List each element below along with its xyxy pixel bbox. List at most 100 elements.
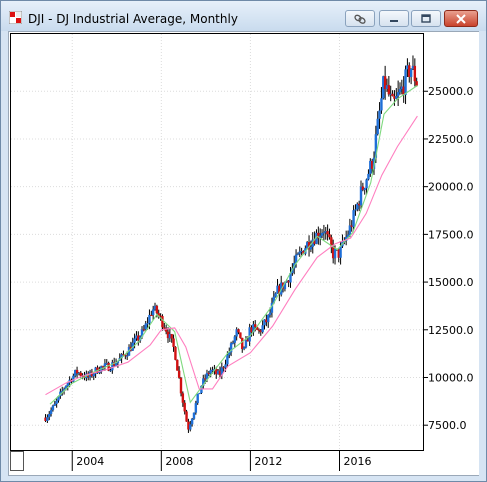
candle-down (75, 369, 79, 374)
candle-down (150, 314, 153, 316)
y-tick-label: 25000.0 (428, 85, 474, 98)
candle-up (365, 179, 368, 189)
candle-down (250, 327, 253, 333)
moving-average-long (45, 115, 418, 396)
candle-down (241, 337, 244, 350)
candle-down (393, 96, 396, 99)
candle-up (220, 367, 224, 376)
candle-up (398, 89, 402, 93)
candle-down (328, 234, 331, 238)
link-button[interactable] (345, 10, 375, 27)
candle-down (278, 285, 281, 295)
candle-down (350, 225, 353, 227)
candle-up (248, 327, 251, 342)
candle-up (344, 236, 348, 241)
candle-down (302, 250, 305, 254)
candle-down (179, 377, 183, 394)
candle-down (203, 378, 207, 380)
candle-down (391, 93, 394, 97)
candle-down (257, 329, 261, 331)
candle-up (140, 329, 144, 337)
candle-up (324, 231, 327, 233)
candle-up (400, 86, 404, 90)
candle-down (415, 81, 418, 86)
candle-up (252, 324, 255, 333)
candle-up (198, 392, 201, 395)
close-button[interactable] (444, 10, 478, 27)
maximize-button[interactable] (411, 10, 441, 27)
candle-down (259, 330, 262, 333)
candle-up (296, 253, 300, 255)
candle-down (254, 324, 257, 327)
candle-up (294, 254, 298, 264)
candle-up (311, 239, 314, 247)
x-tick-label: 2016 (343, 455, 371, 468)
candle-up (289, 272, 292, 283)
candle-down (215, 369, 218, 375)
candle-up (378, 110, 381, 119)
minimize-button[interactable] (379, 10, 409, 27)
candle-down (246, 339, 250, 342)
close-icon (456, 13, 466, 24)
candle-up (409, 68, 413, 78)
candle-up (298, 251, 301, 254)
candle-down (237, 329, 240, 333)
x-tick-label: 2008 (165, 455, 193, 468)
candle-down (307, 242, 311, 250)
candle-down (317, 232, 320, 239)
candle-down (387, 85, 391, 95)
candle-up (64, 386, 68, 389)
candle-down (137, 335, 140, 341)
candle-up (53, 403, 56, 406)
candle-up (190, 418, 194, 425)
candle-down (107, 362, 110, 371)
candle-up (270, 302, 274, 313)
candle-down (330, 237, 333, 247)
candle-up (111, 362, 114, 371)
title-bar[interactable]: DJI - DJ Industrial Average, Monthly (1, 1, 486, 31)
candle-up (74, 369, 77, 376)
candle-up (242, 347, 246, 350)
candle-up (346, 234, 350, 237)
candle-up (151, 309, 155, 316)
candle-up (55, 400, 58, 404)
candle-up (120, 354, 123, 359)
candle-up (359, 186, 363, 206)
candle-up (62, 388, 66, 391)
window-border (479, 31, 486, 481)
y-tick-label: 7500.0 (428, 419, 467, 432)
candle-up (389, 93, 392, 95)
candle-up (291, 268, 294, 273)
candle-up (305, 242, 309, 249)
candle-up (94, 367, 97, 374)
scroll-handle[interactable] (10, 451, 24, 471)
candle-up (77, 372, 81, 374)
candle-up (380, 98, 383, 111)
candle-down (402, 86, 405, 95)
candle-up (354, 209, 357, 211)
candle-down (155, 305, 159, 314)
candles (44, 55, 418, 433)
y-tick-label: 12500.0 (428, 324, 474, 337)
candle-up (300, 250, 303, 252)
candle-down (207, 372, 211, 374)
candle-up (369, 160, 372, 174)
x-tick-label: 2012 (254, 455, 282, 468)
candle-up (144, 323, 147, 330)
candle-up (194, 403, 198, 413)
candle-down (313, 239, 316, 244)
candle-up (263, 319, 266, 326)
candle-down (157, 313, 160, 316)
candle-up (98, 371, 101, 374)
y-tick-label: 15000.0 (428, 276, 474, 289)
candle-down (361, 186, 365, 191)
candle-down (177, 370, 181, 378)
candle-up (48, 413, 51, 418)
candle-up (285, 280, 288, 283)
candle-up (363, 188, 366, 191)
candle-up (105, 362, 108, 364)
candle-down (183, 402, 186, 412)
candle-down (124, 355, 127, 357)
candle-up (272, 296, 275, 303)
